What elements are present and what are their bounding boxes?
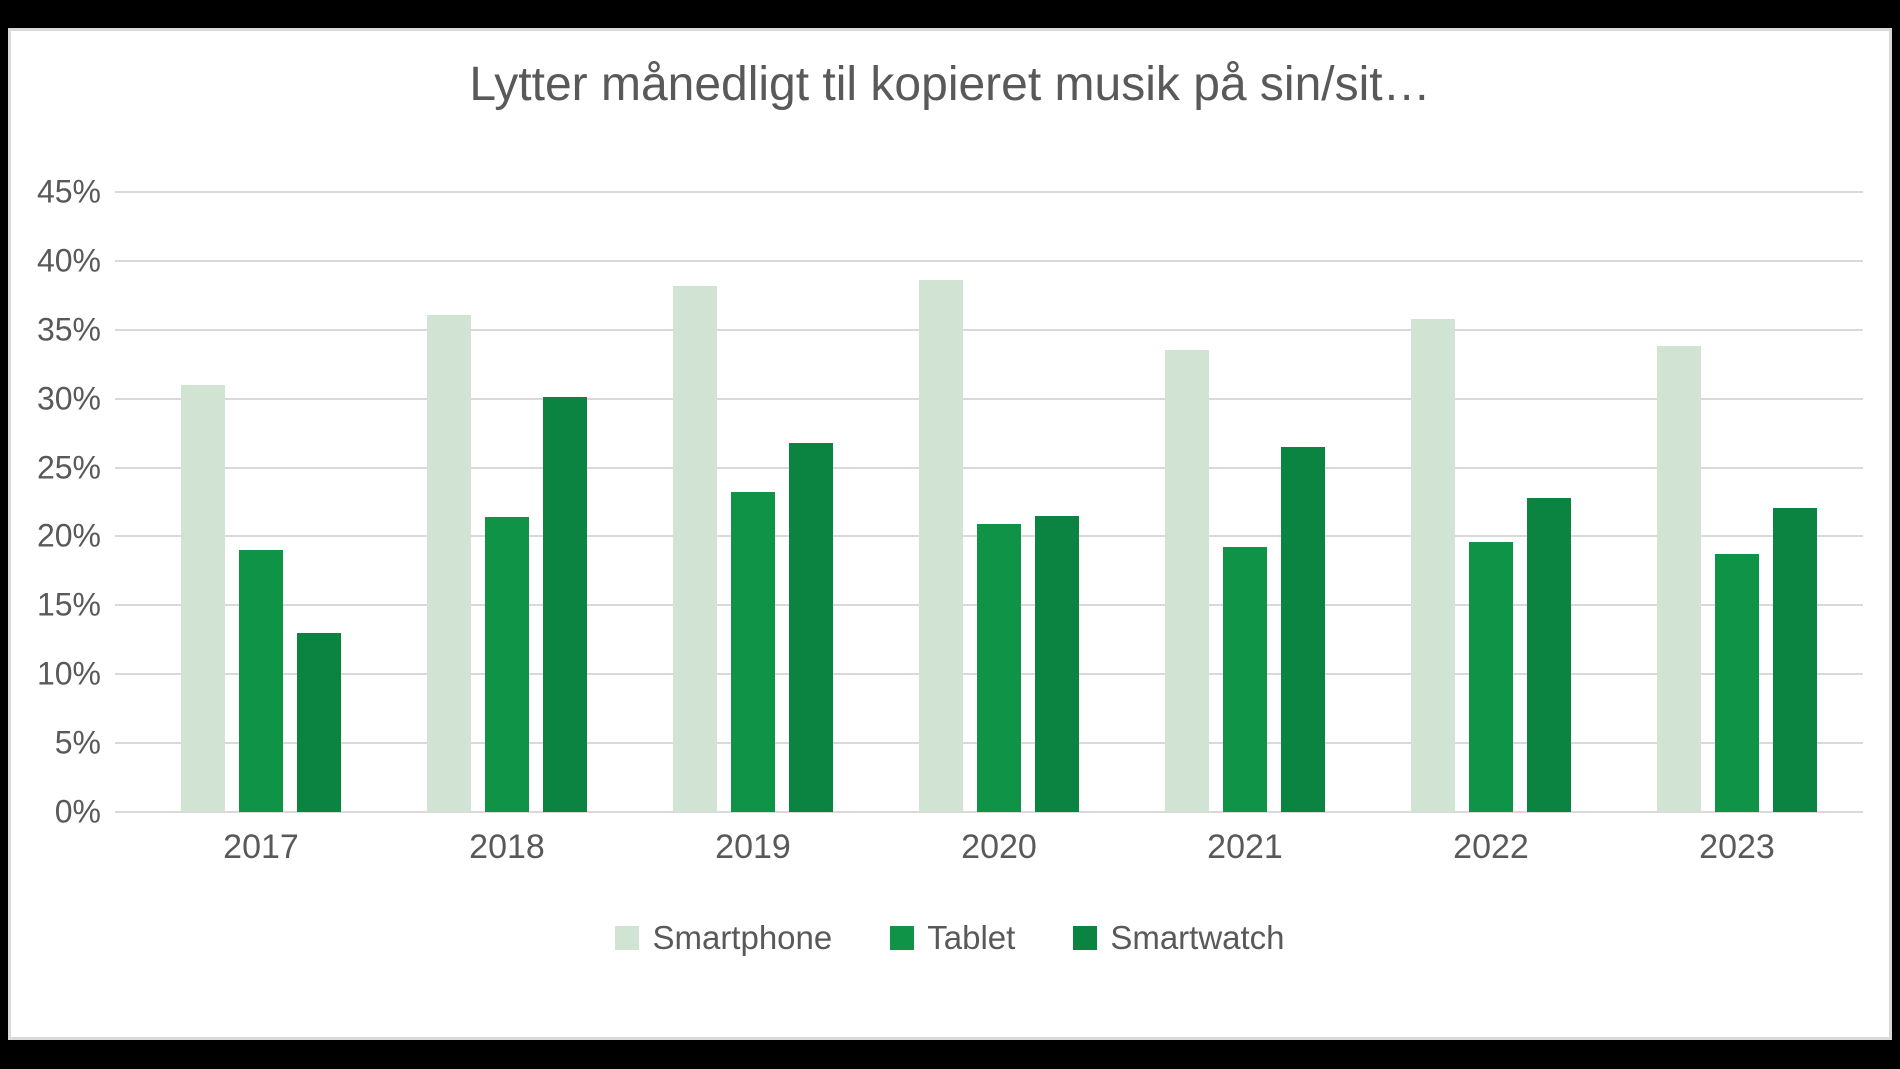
bar-groups: 2017 2018 2019 2020 2021 2022 2023 — [129, 192, 1863, 867]
y-axis: 45% 40% 35% 30% 25% 20% 15% 10% 5% 0% — [11, 174, 129, 830]
chart-title: Lytter månedligt til kopieret musik på s… — [469, 58, 1431, 111]
bar-group-2022: 2022 — [1411, 192, 1571, 867]
legend-item-smartwatch: Smartwatch — [1073, 919, 1285, 957]
bars-2021 — [1165, 192, 1325, 812]
bars-2019 — [673, 192, 833, 812]
y-axis-tick — [115, 259, 129, 262]
bar-smartphone-2022 — [1411, 318, 1455, 812]
bar-tablet-2019 — [731, 492, 775, 812]
x-axis-label-2021: 2021 — [1207, 828, 1283, 866]
legend: Smartphone Tablet Smartwatch — [11, 919, 1889, 957]
gridline-45 — [129, 191, 1863, 193]
bar-smartwatch-2022 — [1527, 497, 1571, 812]
y-axis-label-20: 20% — [36, 517, 101, 554]
legend-item-smartphone: Smartphone — [615, 919, 832, 957]
y-axis-tick — [115, 328, 129, 331]
gridline-0 — [129, 811, 1863, 813]
gridline-40 — [129, 259, 1863, 262]
legend-label-smartwatch: Smartwatch — [1110, 919, 1285, 956]
y-axis-label-45: 45% — [36, 173, 101, 210]
y-axis-label-10: 10% — [36, 655, 101, 692]
bar-tablet-2022 — [1469, 541, 1513, 812]
bar-smartwatch-2017 — [297, 632, 341, 812]
bar-smartwatch-2020 — [1035, 515, 1079, 812]
y-axis-tick — [115, 397, 129, 400]
bar-group-2018: 2018 — [427, 192, 587, 867]
bar-smartphone-2019 — [673, 285, 717, 812]
y-axis-tick — [115, 191, 129, 193]
bars-2022 — [1411, 192, 1571, 812]
bar-tablet-2017 — [239, 550, 283, 812]
gridline-35 — [129, 328, 1863, 331]
x-axis-label-2019: 2019 — [715, 828, 791, 866]
y-axis-tick — [115, 535, 129, 538]
bar-smartphone-2023 — [1657, 346, 1701, 812]
y-axis-tick — [115, 811, 129, 813]
legend-swatch-tablet — [890, 926, 915, 950]
bar-smartphone-2017 — [181, 384, 225, 812]
bar-smartwatch-2021 — [1281, 446, 1325, 812]
y-axis-tick — [115, 673, 129, 676]
legend-item-tablet: Tablet — [890, 919, 1015, 957]
x-axis-label-2022: 2022 — [1453, 828, 1529, 866]
bar-tablet-2020 — [977, 524, 1021, 812]
y-axis-label-30: 30% — [36, 380, 101, 417]
x-axis-label-2017: 2017 — [223, 828, 299, 866]
bar-smartwatch-2023 — [1773, 507, 1817, 812]
bar-smartphone-2021 — [1165, 350, 1209, 812]
bar-group-2019: 2019 — [673, 192, 833, 867]
legend-label-tablet: Tablet — [927, 919, 1016, 956]
bar-group-2023: 2023 — [1657, 192, 1817, 867]
plot-area: 2017 2018 2019 2020 2021 2022 2023 — [129, 191, 1863, 867]
bar-smartwatch-2018 — [543, 397, 587, 812]
y-axis-label-25: 25% — [36, 449, 101, 486]
bar-tablet-2021 — [1223, 547, 1267, 812]
y-axis-label-0: 0% — [54, 793, 101, 830]
x-axis-label-2023: 2023 — [1699, 828, 1775, 866]
bars-2020 — [919, 192, 1079, 812]
plot-row: 45% 40% 35% 30% 25% 20% 15% 10% 5% 0% 2017 2018 201… — [11, 174, 1889, 867]
x-axis-label-2018: 2018 — [469, 828, 545, 866]
bar-group-2017: 2017 — [181, 192, 341, 867]
bar-group-2021: 2021 — [1165, 192, 1325, 867]
y-axis-label-15: 15% — [36, 586, 101, 623]
y-axis-label-5: 5% — [54, 724, 101, 761]
bar-tablet-2023 — [1715, 554, 1759, 812]
x-axis-label-2020: 2020 — [961, 828, 1037, 866]
bar-group-2020: 2020 — [919, 192, 1079, 867]
legend-swatch-smartwatch — [1073, 926, 1098, 950]
bar-tablet-2018 — [485, 517, 529, 812]
y-axis-tick — [115, 466, 129, 469]
bar-smartphone-2018 — [427, 314, 471, 812]
bar-smartwatch-2019 — [789, 442, 833, 812]
legend-swatch-smartphone — [615, 926, 640, 950]
y-axis-tick — [115, 604, 129, 607]
gridline-25 — [129, 466, 1863, 469]
y-axis-label-40: 40% — [36, 242, 101, 279]
legend-label-smartphone: Smartphone — [652, 919, 833, 956]
bars-2018 — [427, 192, 587, 812]
bars-2023 — [1657, 192, 1817, 812]
bar-smartphone-2020 — [919, 280, 963, 812]
chart-panel: Lytter månedligt til kopieret musik på s… — [8, 28, 1892, 1040]
bars-2017 — [181, 192, 341, 812]
y-axis-label-35: 35% — [36, 311, 101, 348]
gridline-30 — [129, 397, 1863, 400]
y-axis-tick — [115, 742, 129, 745]
